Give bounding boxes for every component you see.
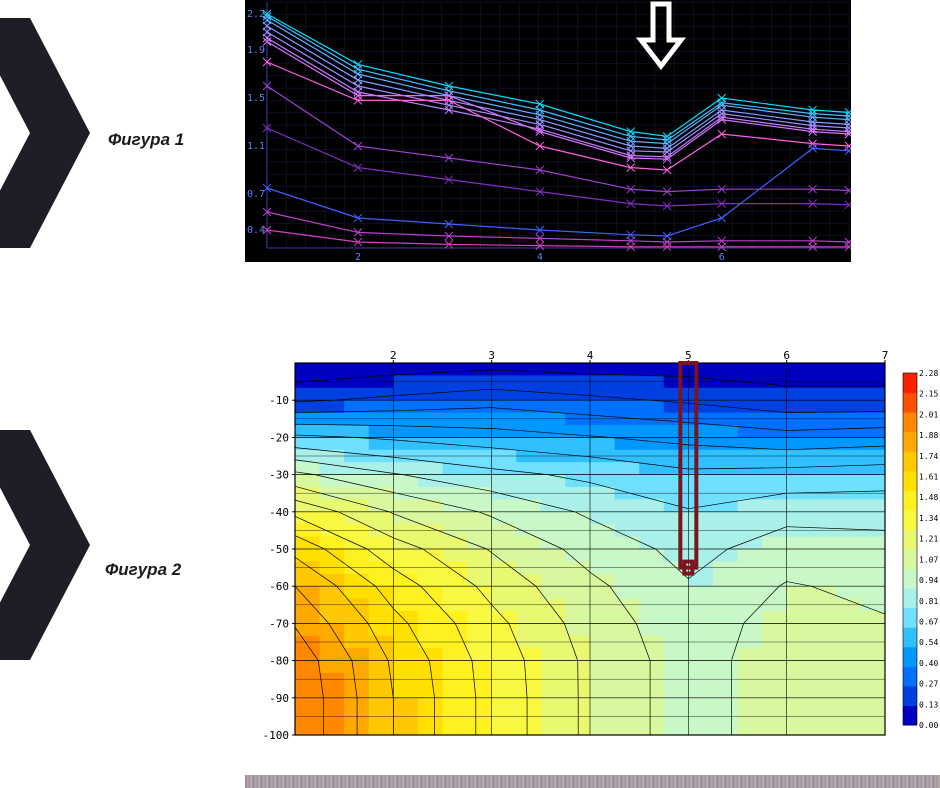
svg-text:0.00: 0.00 <box>919 721 938 730</box>
svg-text:2: 2 <box>355 252 361 262</box>
svg-text:1.34: 1.34 <box>919 514 938 523</box>
svg-text:0.27: 0.27 <box>919 680 938 689</box>
svg-text:0.40: 0.40 <box>919 659 938 668</box>
svg-text:1.07: 1.07 <box>919 555 938 564</box>
svg-text:4: 4 <box>537 252 543 262</box>
arrow-down-icon <box>635 0 687 70</box>
svg-text:2.28: 2.28 <box>919 369 938 378</box>
svg-text:2.15: 2.15 <box>919 390 938 399</box>
chevron-decoration-2 <box>0 430 90 660</box>
svg-text:1.48: 1.48 <box>919 493 938 502</box>
svg-text:0.7: 0.7 <box>247 189 265 200</box>
figure-1-label: Фигура 1 <box>108 130 184 150</box>
noise-strip <box>245 775 940 788</box>
svg-text:-10: -10 <box>269 394 289 407</box>
svg-text:-80: -80 <box>269 655 289 668</box>
svg-text:-90: -90 <box>269 692 289 705</box>
svg-text:0.54: 0.54 <box>919 638 938 647</box>
svg-text:-60: -60 <box>269 580 289 593</box>
figure-1-linechart: 0.4 0.7 1.1 1.5 1.9 2.2 2 4 6 <box>245 0 851 262</box>
svg-text:-70: -70 <box>269 617 289 630</box>
chevron-decoration-1 <box>0 18 90 248</box>
svg-text:2.01: 2.01 <box>919 410 938 419</box>
svg-text:-30: -30 <box>269 469 289 482</box>
svg-text:-50: -50 <box>269 543 289 556</box>
figure-2-label: Фигура 2 <box>105 560 181 580</box>
svg-text:1.5: 1.5 <box>247 93 265 104</box>
figure-2-contourmap: 234567-10-20-30-40-50-60-70-80-90-1000.0… <box>245 345 940 745</box>
svg-text:0.4: 0.4 <box>247 225 265 236</box>
svg-text:1.61: 1.61 <box>919 473 938 482</box>
svg-text:6: 6 <box>719 252 725 262</box>
svg-text:0.67: 0.67 <box>919 617 938 626</box>
svg-text:1.74: 1.74 <box>919 452 938 461</box>
svg-text:-20: -20 <box>269 431 289 444</box>
svg-text:-40: -40 <box>269 506 289 519</box>
svg-text:1.88: 1.88 <box>919 431 938 440</box>
svg-text:-100: -100 <box>263 729 290 742</box>
svg-text:0.94: 0.94 <box>919 576 938 585</box>
svg-text:2.2: 2.2 <box>247 9 265 20</box>
svg-text:1.1: 1.1 <box>247 141 265 152</box>
svg-text:1.9: 1.9 <box>247 45 265 56</box>
svg-text:1.21: 1.21 <box>919 535 938 544</box>
svg-text:0.13: 0.13 <box>919 700 938 709</box>
svg-text:0.81: 0.81 <box>919 597 938 606</box>
